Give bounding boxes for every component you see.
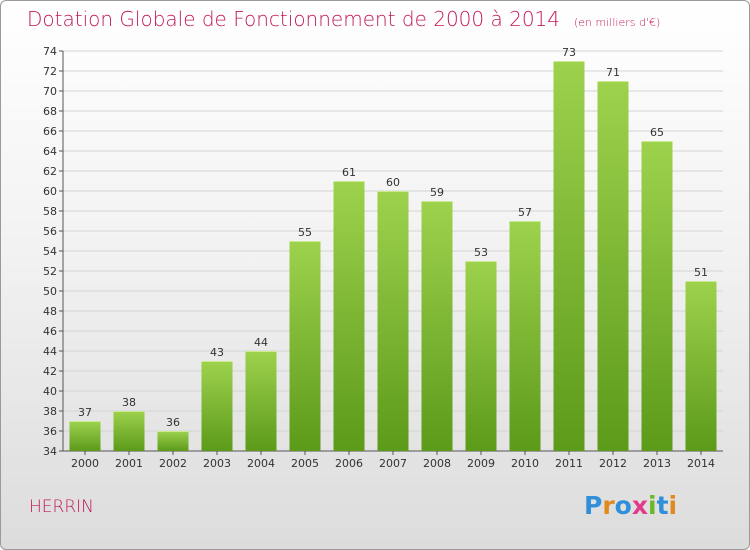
- bar-value-label: 73: [562, 46, 576, 59]
- bar-value-label: 57: [518, 206, 532, 219]
- y-tick-label: 38: [43, 405, 57, 418]
- bar-value-label: 71: [606, 66, 620, 79]
- y-tick-label: 56: [43, 225, 57, 238]
- x-tick-label: 2009: [467, 457, 495, 470]
- bar-2013[interactable]: [641, 141, 673, 451]
- bar-2011[interactable]: [553, 61, 585, 451]
- logo-letter: P: [584, 491, 603, 520]
- logo-letter: x: [631, 491, 648, 520]
- tick-labels: 34 36 38 40 42 44 46 48 50 52 54 56 58 60 62 64 66 68 70 72…: [43, 45, 715, 470]
- y-tick-label: 62: [43, 165, 57, 178]
- x-tick-label: 2012: [599, 457, 627, 470]
- y-tick-label: 58: [43, 205, 57, 218]
- logo-letter: i: [668, 491, 678, 520]
- y-tick-label: 50: [43, 285, 57, 298]
- y-tick-label: 48: [43, 305, 57, 318]
- logo-letter: o: [614, 491, 632, 520]
- bar-2006[interactable]: [333, 181, 365, 451]
- y-tick-label: 66: [43, 125, 57, 138]
- y-tick-label: 40: [43, 385, 57, 398]
- bar-2002[interactable]: [157, 431, 189, 451]
- bar-value-label: 37: [78, 406, 92, 419]
- bar-value-label: 44: [254, 336, 268, 349]
- bar-2004[interactable]: [245, 351, 277, 451]
- bar-2009[interactable]: [465, 261, 497, 451]
- commune-name: HERRIN: [29, 497, 94, 517]
- x-tick-label: 2011: [555, 457, 583, 470]
- x-tick-label: 2008: [423, 457, 451, 470]
- x-tick-label: 2001: [115, 457, 143, 470]
- y-tick-label: 42: [43, 365, 57, 378]
- chart-subtitle: (en milliers d'€): [574, 16, 661, 29]
- x-tick-label: 2010: [511, 457, 539, 470]
- x-tick-label: 2005: [291, 457, 319, 470]
- x-tick-label: 2013: [643, 457, 671, 470]
- bar-2014[interactable]: [685, 281, 717, 451]
- bar-value-label: 38: [122, 396, 136, 409]
- y-tick-label: 64: [43, 145, 57, 158]
- bar-value-label: 43: [210, 346, 224, 359]
- x-tick-label: 2006: [335, 457, 363, 470]
- bar-value-label: 59: [430, 186, 444, 199]
- bar-2005[interactable]: [289, 241, 321, 451]
- logo-letter: r: [602, 491, 615, 520]
- bar-labels: 37 38 36 43 44 55 61 60 59 53 57 73 71 65 51: [78, 46, 708, 429]
- x-tick-label: 2003: [203, 457, 231, 470]
- logo-letter: t: [656, 491, 669, 520]
- y-tick-label: 54: [43, 245, 57, 258]
- y-tick-label: 74: [43, 45, 57, 58]
- bar-value-label: 61: [342, 166, 356, 179]
- bars: [69, 61, 717, 451]
- bar-2007[interactable]: [377, 191, 409, 451]
- x-tick-label: 2007: [379, 457, 407, 470]
- bar-2001[interactable]: [113, 411, 145, 451]
- bar-2008[interactable]: [421, 201, 453, 451]
- logo-letter: i: [648, 491, 657, 520]
- bar-2003[interactable]: [201, 361, 233, 451]
- y-tick-label: 44: [43, 345, 57, 358]
- y-tick-label: 52: [43, 265, 57, 278]
- x-tick-label: 2004: [247, 457, 275, 470]
- bar-value-label: 53: [474, 246, 488, 259]
- bar-value-label: 60: [386, 176, 400, 189]
- x-tick-label: 2000: [71, 457, 99, 470]
- y-tick-label: 34: [43, 445, 57, 458]
- bar-2000[interactable]: [69, 421, 101, 451]
- bar-value-label: 51: [694, 266, 708, 279]
- proxiti-logo[interactable]: Proxiti: [584, 491, 677, 520]
- x-tick-label: 2002: [159, 457, 187, 470]
- bar-value-label: 36: [166, 416, 180, 429]
- bar-2010[interactable]: [509, 221, 541, 451]
- y-tick-label: 72: [43, 65, 57, 78]
- bar-2012[interactable]: [597, 81, 629, 451]
- bar-value-label: 65: [650, 126, 664, 139]
- y-tick-label: 46: [43, 325, 57, 338]
- chart-title: Dotation Globale de Fonctionnement de 20…: [27, 7, 660, 31]
- x-tick-label: 2014: [687, 457, 715, 470]
- y-tick-label: 68: [43, 105, 57, 118]
- y-tick-label: 36: [43, 425, 57, 438]
- y-tick-label: 60: [43, 185, 57, 198]
- chart-title-text: Dotation Globale de Fonctionnement de 20…: [27, 7, 560, 31]
- bar-value-label: 55: [298, 226, 312, 239]
- y-tick-label: 70: [43, 85, 57, 98]
